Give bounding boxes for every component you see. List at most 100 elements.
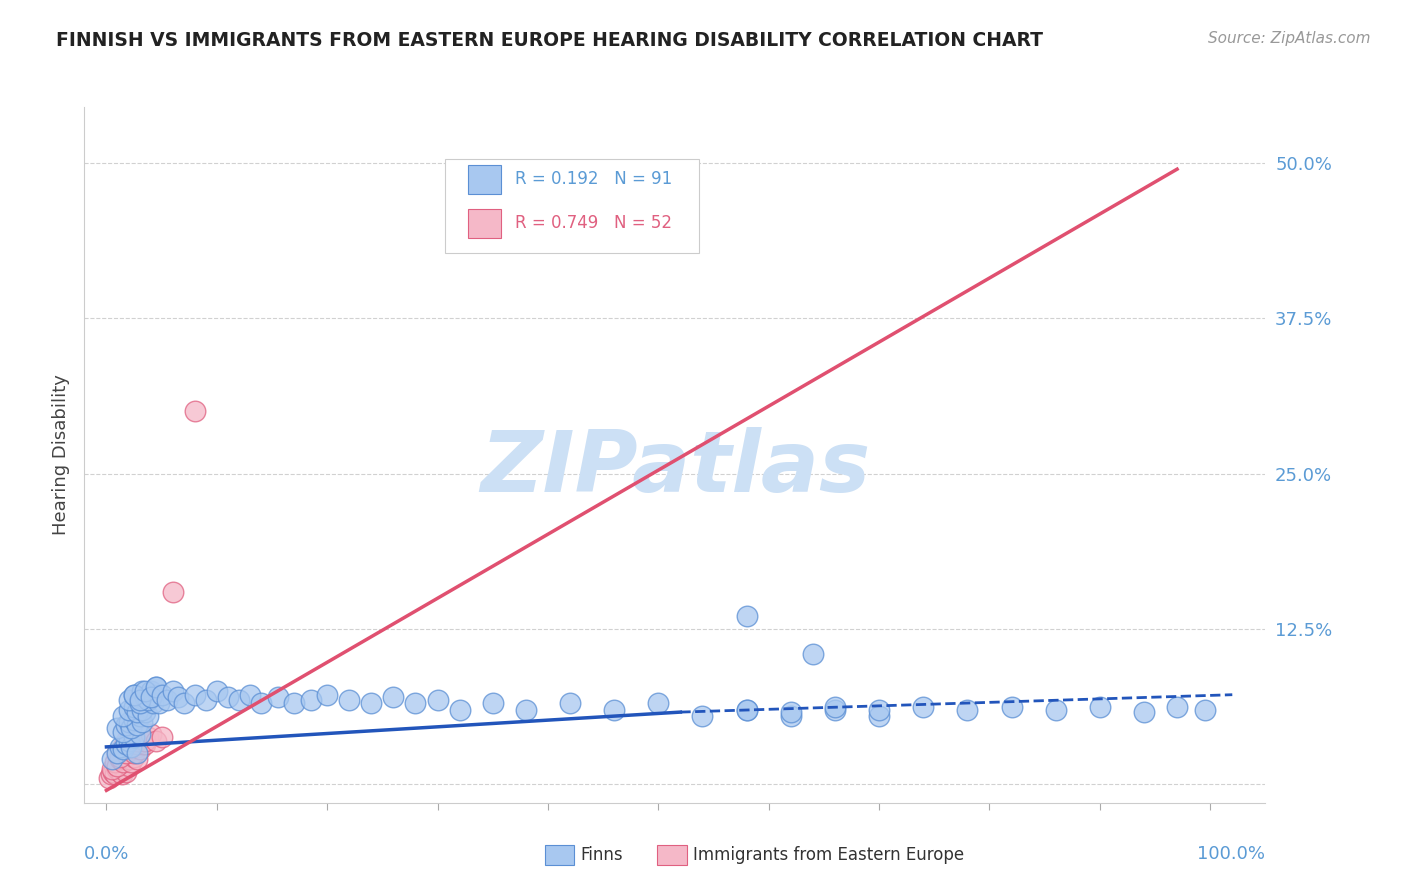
Point [111, 742, 134, 756]
Point [122, 688, 145, 702]
Point [107, 758, 129, 772]
Point [111, 742, 134, 756]
Point [111, 767, 134, 781]
Text: R = 0.192   N = 91: R = 0.192 N = 91 [516, 170, 672, 188]
Point [128, 692, 150, 706]
Point [134, 738, 156, 752]
Point [239, 688, 262, 702]
Point [122, 700, 145, 714]
Point [184, 688, 207, 702]
Point [131, 703, 153, 717]
Point [117, 733, 139, 747]
Point [250, 697, 273, 711]
Point [115, 764, 138, 779]
Point [117, 703, 139, 717]
Point [603, 703, 626, 717]
Point [107, 746, 129, 760]
Point [115, 746, 138, 760]
Point [131, 684, 153, 698]
Text: ZIPatlas: ZIPatlas [479, 427, 870, 510]
Point [134, 705, 156, 719]
Point [128, 727, 150, 741]
Point [824, 700, 846, 714]
Point [735, 703, 758, 717]
Point [120, 739, 142, 754]
Y-axis label: Hearing Disability: Hearing Disability [52, 375, 70, 535]
Point [115, 738, 138, 752]
Point [127, 717, 149, 731]
Point [128, 727, 150, 741]
Point [138, 730, 160, 744]
Point [337, 692, 360, 706]
Point [122, 730, 145, 744]
Point [111, 739, 134, 754]
Point [426, 692, 449, 706]
Point [128, 697, 150, 711]
Point [122, 730, 145, 744]
Point [127, 738, 149, 752]
Point [558, 697, 581, 711]
Point [117, 758, 139, 772]
Point [120, 739, 142, 754]
Point [117, 739, 139, 754]
Point [405, 697, 427, 711]
Point [956, 703, 979, 717]
Point [122, 749, 145, 764]
Point [145, 733, 167, 747]
Point [139, 690, 162, 705]
FancyBboxPatch shape [468, 209, 502, 238]
Point [1045, 703, 1067, 717]
Point [162, 684, 184, 698]
Point [138, 692, 160, 706]
Point [108, 749, 131, 764]
Point [107, 721, 129, 735]
Point [111, 755, 134, 769]
Text: 0.0%: 0.0% [84, 845, 129, 863]
Text: Source: ZipAtlas.com: Source: ZipAtlas.com [1208, 31, 1371, 46]
Point [449, 703, 471, 717]
Point [156, 692, 179, 706]
Point [1000, 700, 1022, 714]
Point [145, 680, 167, 694]
Point [134, 690, 156, 705]
Point [647, 697, 669, 711]
Text: R = 0.749   N = 52: R = 0.749 N = 52 [516, 214, 672, 232]
Point [101, 764, 124, 779]
Point [162, 584, 184, 599]
Point [134, 692, 156, 706]
Point [145, 680, 167, 694]
Point [228, 692, 250, 706]
Point [111, 725, 134, 739]
Point [150, 688, 173, 702]
Text: 100.0%: 100.0% [1198, 845, 1265, 863]
Point [117, 752, 139, 766]
Text: Finns: Finns [581, 846, 623, 864]
Point [205, 684, 228, 698]
Point [148, 697, 170, 711]
Point [1133, 705, 1156, 719]
Point [139, 727, 162, 741]
Point [104, 755, 127, 769]
Point [515, 703, 537, 717]
Point [139, 684, 162, 698]
Point [128, 730, 150, 744]
Point [779, 708, 801, 723]
Point [131, 733, 153, 747]
FancyBboxPatch shape [468, 165, 502, 194]
Point [139, 690, 162, 705]
Point [108, 764, 131, 779]
Point [217, 690, 239, 705]
Point [127, 746, 149, 760]
Point [120, 755, 142, 769]
Point [912, 700, 935, 714]
Point [128, 697, 150, 711]
Point [122, 713, 145, 727]
Point [122, 746, 145, 760]
Point [131, 714, 153, 729]
Point [142, 697, 165, 711]
FancyBboxPatch shape [444, 159, 699, 253]
Point [101, 752, 124, 766]
FancyBboxPatch shape [657, 845, 686, 865]
Point [115, 749, 138, 764]
Point [97, 771, 120, 785]
